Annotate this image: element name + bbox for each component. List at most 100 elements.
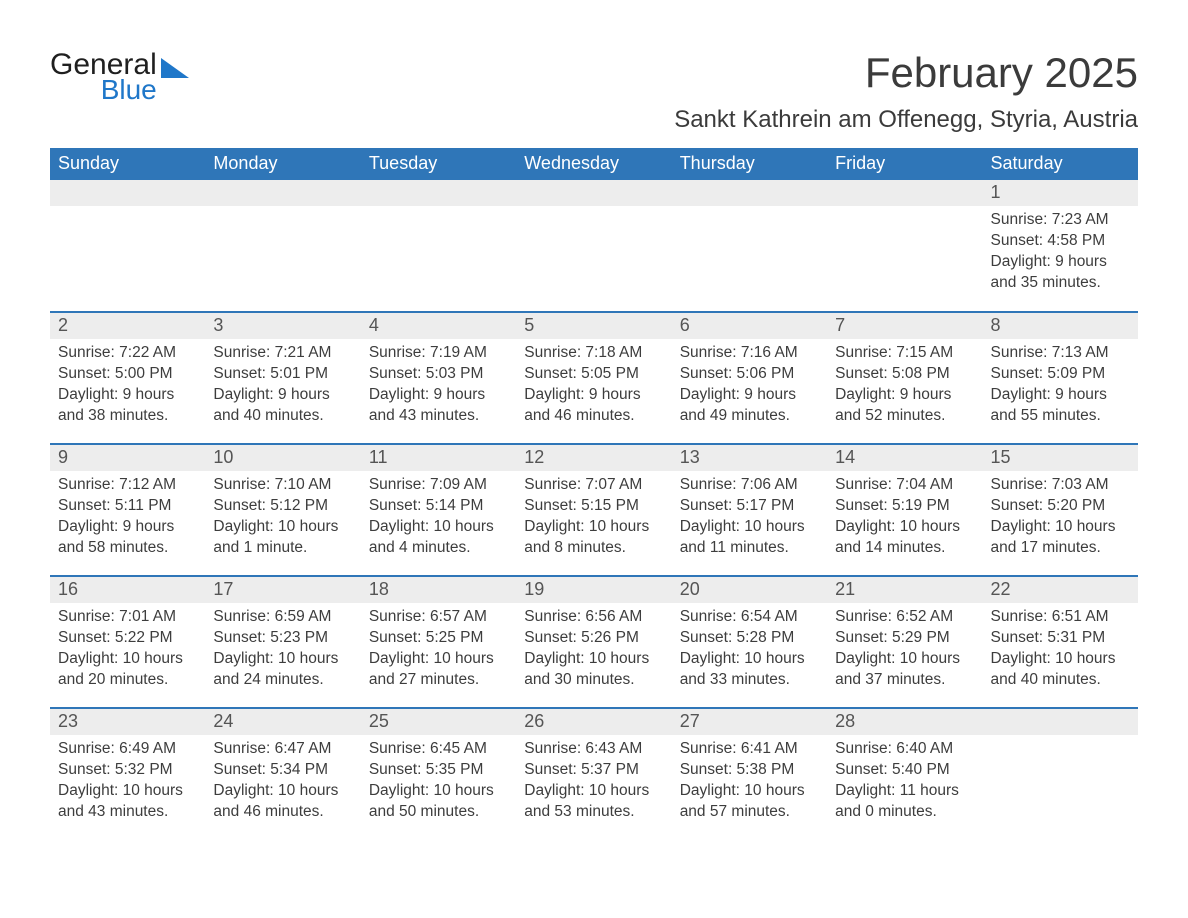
calendar-cell: 19Sunrise: 6:56 AMSunset: 5:26 PMDayligh… xyxy=(516,576,671,708)
sunset-line: Sunset: 5:05 PM xyxy=(524,364,663,385)
sunrise-line: Sunrise: 7:01 AM xyxy=(58,607,197,628)
day-details: Sunrise: 7:12 AMSunset: 5:11 PMDaylight:… xyxy=(50,471,205,563)
sunrise-line: Sunrise: 6:51 AM xyxy=(991,607,1130,628)
day-number: 2 xyxy=(50,313,205,339)
day-details: Sunrise: 6:56 AMSunset: 5:26 PMDaylight:… xyxy=(516,603,671,695)
sunrise-line: Sunrise: 6:47 AM xyxy=(213,739,352,760)
calendar-cell: 7Sunrise: 7:15 AMSunset: 5:08 PMDaylight… xyxy=(827,312,982,444)
calendar-cell xyxy=(50,180,205,312)
day-number: 5 xyxy=(516,313,671,339)
day-number: 24 xyxy=(205,709,360,735)
calendar-week: 16Sunrise: 7:01 AMSunset: 5:22 PMDayligh… xyxy=(50,576,1138,708)
daylight-line: Daylight: 11 hours and 0 minutes. xyxy=(835,781,974,823)
daylight-line: Daylight: 10 hours and 50 minutes. xyxy=(369,781,508,823)
day-number: 21 xyxy=(827,577,982,603)
day-details: Sunrise: 6:54 AMSunset: 5:28 PMDaylight:… xyxy=(672,603,827,695)
calendar-cell: 21Sunrise: 6:52 AMSunset: 5:29 PMDayligh… xyxy=(827,576,982,708)
sunset-line: Sunset: 5:38 PM xyxy=(680,760,819,781)
day-number: 26 xyxy=(516,709,671,735)
sunset-line: Sunset: 5:01 PM xyxy=(213,364,352,385)
sunrise-line: Sunrise: 7:23 AM xyxy=(991,210,1130,231)
calendar-cell: 20Sunrise: 6:54 AMSunset: 5:28 PMDayligh… xyxy=(672,576,827,708)
sunrise-line: Sunrise: 7:15 AM xyxy=(835,343,974,364)
brand-triangle-icon xyxy=(161,56,193,85)
day-number: 4 xyxy=(361,313,516,339)
sunrise-line: Sunrise: 6:59 AM xyxy=(213,607,352,628)
weekday-header: Tuesday xyxy=(361,148,516,180)
sunset-line: Sunset: 5:03 PM xyxy=(369,364,508,385)
day-number: 13 xyxy=(672,445,827,471)
calendar-cell: 25Sunrise: 6:45 AMSunset: 5:35 PMDayligh… xyxy=(361,708,516,840)
month-title: February 2025 xyxy=(674,50,1138,96)
weekday-header: Wednesday xyxy=(516,148,671,180)
location-subtitle: Sankt Kathrein am Offenegg, Styria, Aust… xyxy=(674,106,1138,134)
day-details: Sunrise: 6:52 AMSunset: 5:29 PMDaylight:… xyxy=(827,603,982,695)
title-block: February 2025 Sankt Kathrein am Offenegg… xyxy=(674,50,1138,134)
calendar-cell: 8Sunrise: 7:13 AMSunset: 5:09 PMDaylight… xyxy=(983,312,1138,444)
day-number-bar-empty xyxy=(983,709,1138,735)
day-number-bar-empty xyxy=(205,180,360,206)
daylight-line: Daylight: 10 hours and 4 minutes. xyxy=(369,517,508,559)
calendar-cell: 23Sunrise: 6:49 AMSunset: 5:32 PMDayligh… xyxy=(50,708,205,840)
daylight-line: Daylight: 9 hours and 46 minutes. xyxy=(524,385,663,427)
calendar-cell: 27Sunrise: 6:41 AMSunset: 5:38 PMDayligh… xyxy=(672,708,827,840)
calendar-cell xyxy=(827,180,982,312)
weekday-header: Thursday xyxy=(672,148,827,180)
sunrise-line: Sunrise: 6:45 AM xyxy=(369,739,508,760)
day-details: Sunrise: 7:01 AMSunset: 5:22 PMDaylight:… xyxy=(50,603,205,695)
brand-logo: General Blue xyxy=(50,50,193,104)
day-details: Sunrise: 6:43 AMSunset: 5:37 PMDaylight:… xyxy=(516,735,671,827)
daylight-line: Daylight: 10 hours and 43 minutes. xyxy=(58,781,197,823)
sunrise-line: Sunrise: 6:41 AM xyxy=(680,739,819,760)
day-details: Sunrise: 7:10 AMSunset: 5:12 PMDaylight:… xyxy=(205,471,360,563)
sunrise-line: Sunrise: 6:43 AM xyxy=(524,739,663,760)
daylight-line: Daylight: 10 hours and 53 minutes. xyxy=(524,781,663,823)
calendar-cell: 26Sunrise: 6:43 AMSunset: 5:37 PMDayligh… xyxy=(516,708,671,840)
weekday-header: Friday xyxy=(827,148,982,180)
calendar-cell: 6Sunrise: 7:16 AMSunset: 5:06 PMDaylight… xyxy=(672,312,827,444)
calendar-cell: 11Sunrise: 7:09 AMSunset: 5:14 PMDayligh… xyxy=(361,444,516,576)
sunset-line: Sunset: 5:35 PM xyxy=(369,760,508,781)
sunset-line: Sunset: 5:00 PM xyxy=(58,364,197,385)
sunset-line: Sunset: 5:19 PM xyxy=(835,496,974,517)
daylight-line: Daylight: 9 hours and 38 minutes. xyxy=(58,385,197,427)
daylight-line: Daylight: 9 hours and 58 minutes. xyxy=(58,517,197,559)
day-number: 20 xyxy=(672,577,827,603)
calendar-week: 9Sunrise: 7:12 AMSunset: 5:11 PMDaylight… xyxy=(50,444,1138,576)
day-details: Sunrise: 7:15 AMSunset: 5:08 PMDaylight:… xyxy=(827,339,982,431)
calendar-cell: 13Sunrise: 7:06 AMSunset: 5:17 PMDayligh… xyxy=(672,444,827,576)
sunrise-line: Sunrise: 6:54 AM xyxy=(680,607,819,628)
sunset-line: Sunset: 5:06 PM xyxy=(680,364,819,385)
daylight-line: Daylight: 10 hours and 40 minutes. xyxy=(991,649,1130,691)
daylight-line: Daylight: 10 hours and 8 minutes. xyxy=(524,517,663,559)
day-details: Sunrise: 7:13 AMSunset: 5:09 PMDaylight:… xyxy=(983,339,1138,431)
day-details: Sunrise: 7:04 AMSunset: 5:19 PMDaylight:… xyxy=(827,471,982,563)
calendar-header-row: SundayMondayTuesdayWednesdayThursdayFrid… xyxy=(50,148,1138,180)
day-details: Sunrise: 7:06 AMSunset: 5:17 PMDaylight:… xyxy=(672,471,827,563)
sunrise-line: Sunrise: 7:10 AM xyxy=(213,475,352,496)
calendar-cell: 12Sunrise: 7:07 AMSunset: 5:15 PMDayligh… xyxy=(516,444,671,576)
sunset-line: Sunset: 5:17 PM xyxy=(680,496,819,517)
weekday-header: Sunday xyxy=(50,148,205,180)
calendar-cell: 17Sunrise: 6:59 AMSunset: 5:23 PMDayligh… xyxy=(205,576,360,708)
daylight-line: Daylight: 10 hours and 30 minutes. xyxy=(524,649,663,691)
day-number: 14 xyxy=(827,445,982,471)
sunset-line: Sunset: 5:37 PM xyxy=(524,760,663,781)
calendar-week: 2Sunrise: 7:22 AMSunset: 5:00 PMDaylight… xyxy=(50,312,1138,444)
day-number: 7 xyxy=(827,313,982,339)
sunrise-line: Sunrise: 6:52 AM xyxy=(835,607,974,628)
day-details: Sunrise: 7:18 AMSunset: 5:05 PMDaylight:… xyxy=(516,339,671,431)
day-number: 19 xyxy=(516,577,671,603)
calendar-cell: 18Sunrise: 6:57 AMSunset: 5:25 PMDayligh… xyxy=(361,576,516,708)
day-number: 17 xyxy=(205,577,360,603)
day-details: Sunrise: 6:51 AMSunset: 5:31 PMDaylight:… xyxy=(983,603,1138,695)
sunset-line: Sunset: 5:12 PM xyxy=(213,496,352,517)
day-number: 22 xyxy=(983,577,1138,603)
day-details: Sunrise: 6:57 AMSunset: 5:25 PMDaylight:… xyxy=(361,603,516,695)
day-number: 11 xyxy=(361,445,516,471)
daylight-line: Daylight: 10 hours and 27 minutes. xyxy=(369,649,508,691)
sunset-line: Sunset: 5:09 PM xyxy=(991,364,1130,385)
daylight-line: Daylight: 10 hours and 57 minutes. xyxy=(680,781,819,823)
sunset-line: Sunset: 5:14 PM xyxy=(369,496,508,517)
calendar-cell xyxy=(672,180,827,312)
